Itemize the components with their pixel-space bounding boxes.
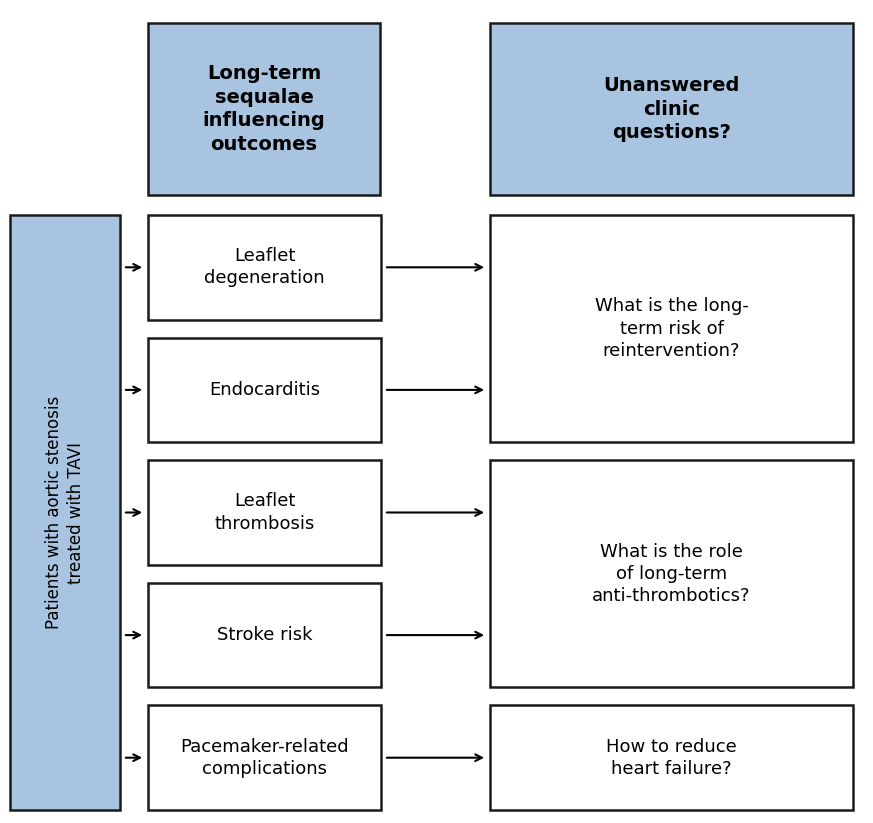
Bar <box>148 215 381 319</box>
Text: Leaflet
degeneration: Leaflet degeneration <box>204 247 325 287</box>
Text: Patients with aortic stenosis
treated with TAVI: Patients with aortic stenosis treated wi… <box>45 396 85 629</box>
Bar <box>490 705 853 810</box>
Text: Endocarditis: Endocarditis <box>209 381 320 399</box>
Text: Long-term
sequalae
influencing
outcomes: Long-term sequalae influencing outcomes <box>203 64 326 154</box>
Text: Stroke risk: Stroke risk <box>217 626 313 644</box>
Bar <box>148 705 381 810</box>
Text: What is the long-
term risk of
reintervention?: What is the long- term risk of reinterve… <box>595 297 748 360</box>
Bar <box>490 23 853 195</box>
Bar <box>148 337 381 442</box>
Text: What is the role
of long-term
anti-thrombotics?: What is the role of long-term anti-throm… <box>592 542 751 605</box>
Bar <box>10 215 120 810</box>
Text: Pacemaker-related
complications: Pacemaker-related complications <box>180 737 349 778</box>
Bar <box>148 23 380 195</box>
Text: Unanswered
clinic
questions?: Unanswered clinic questions? <box>603 76 739 142</box>
Bar <box>148 460 381 565</box>
Bar <box>148 583 381 687</box>
Text: Leaflet
thrombosis: Leaflet thrombosis <box>214 492 314 532</box>
Text: How to reduce
heart failure?: How to reduce heart failure? <box>606 737 737 778</box>
Bar <box>490 215 853 442</box>
Bar <box>490 460 853 687</box>
